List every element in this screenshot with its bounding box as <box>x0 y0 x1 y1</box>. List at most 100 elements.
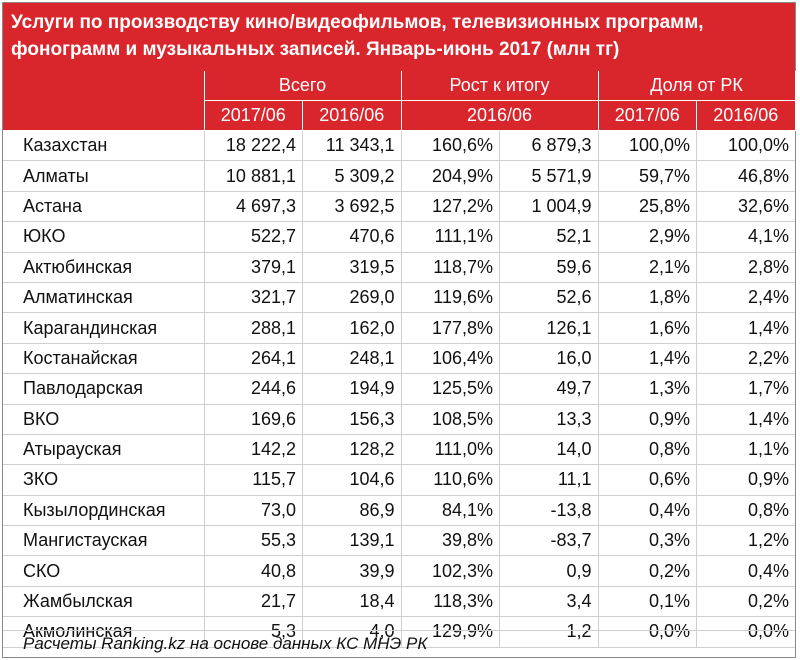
total-2017-cell: 115,7 <box>203 464 303 496</box>
total-2016-cell: 104,6 <box>302 464 402 496</box>
growth-abs-cell: 5 571,9 <box>499 160 599 192</box>
share-2016-cell: 1,2% <box>696 525 796 557</box>
region-name-cell: ЗКО <box>3 464 205 496</box>
share-2017-cell: 1,6% <box>597 312 698 344</box>
total-2016-cell: 248,1 <box>302 342 402 375</box>
share-2016-cell: 2,8% <box>696 251 796 283</box>
total-2016-cell: 319,5 <box>302 251 402 283</box>
share-2017-cell: 0,4% <box>597 494 698 527</box>
header-growth-2016: 2016/06 <box>400 100 599 131</box>
share-2016-cell: 0,9% <box>696 464 796 496</box>
data-table: Всего Рост к итогу Доля от РК 2017/06 20… <box>3 71 796 648</box>
header-row-periods: 2017/06 2016/06 2016/06 2017/06 2016/06 <box>3 100 796 131</box>
growth-abs-cell: 13,3 <box>499 403 599 435</box>
total-2016-cell: 128,2 <box>302 433 402 466</box>
growth-abs-cell: 11,1 <box>499 464 599 496</box>
growth-abs-cell: 6 879,3 <box>499 129 599 162</box>
growth-pct-cell: 111,0% <box>400 433 501 466</box>
growth-pct-cell: 118,7% <box>400 251 501 283</box>
header-row-groups: Всего Рост к итогу Доля от РК <box>3 71 796 131</box>
share-2016-cell: 46,8% <box>696 160 796 192</box>
table-row: СКО 40,8 39,9 102,3% 0,9 0,2% 0,4% <box>3 555 796 587</box>
share-2017-cell: 0,2% <box>597 555 698 587</box>
share-2016-cell: 1,4% <box>696 403 796 435</box>
growth-abs-cell: 1 004,9 <box>499 190 599 223</box>
region-name-cell: ЮКО <box>3 221 205 253</box>
share-2017-cell: 0,0% <box>597 616 698 648</box>
total-2017-cell: 288,1 <box>203 312 303 344</box>
region-name-cell: Актюбинская <box>3 251 205 283</box>
share-2017-cell: 59,7% <box>597 160 698 192</box>
table-row: Павлодарская 244,6 194,9 125,5% 49,7 1,3% 1,7% <box>3 373 796 405</box>
growth-pct-cell: 106,4% <box>400 342 501 375</box>
total-2016-cell: 4,0 <box>302 616 402 648</box>
growth-abs-cell: 14,0 <box>499 433 599 466</box>
share-2016-cell: 100,0% <box>696 129 796 162</box>
growth-abs-cell: -13,8 <box>499 494 599 527</box>
growth-abs-cell: 126,1 <box>499 312 599 344</box>
region-name-cell: Акмолинская <box>3 616 205 648</box>
header-group-total: Всего <box>203 71 402 101</box>
total-2016-cell: 3 692,5 <box>302 190 402 223</box>
total-2017-cell: 21,7 <box>203 585 303 618</box>
total-2017-cell: 10 881,1 <box>203 160 303 192</box>
share-2017-cell: 0,8% <box>597 433 698 466</box>
share-2016-cell: 1,1% <box>696 433 796 466</box>
share-2016-cell: 32,6% <box>696 190 796 223</box>
header-share-2017: 2017/06 <box>597 100 698 131</box>
total-2017-cell: 379,1 <box>203 251 303 283</box>
growth-abs-cell: 52,6 <box>499 281 599 314</box>
share-2017-cell: 25,8% <box>597 190 698 223</box>
table-row: Карагандинская 288,1 162,0 177,8% 126,1 1,6% 1… <box>3 312 796 344</box>
share-2016-cell: 0,0% <box>696 616 796 648</box>
region-name-cell: Алматы <box>3 160 205 192</box>
share-2016-cell: 0,2% <box>696 585 796 618</box>
total-2016-cell: 39,9 <box>302 555 402 587</box>
total-2017-cell: 55,3 <box>203 525 303 557</box>
total-2016-cell: 470,6 <box>302 221 402 253</box>
growth-abs-cell: 16,0 <box>499 342 599 375</box>
share-2016-cell: 0,4% <box>696 555 796 587</box>
share-2017-cell: 0,1% <box>597 585 698 618</box>
total-2016-cell: 156,3 <box>302 403 402 435</box>
share-2017-cell: 2,1% <box>597 251 698 283</box>
region-name-cell: Алматинская <box>3 281 205 314</box>
growth-abs-cell: 49,7 <box>499 373 599 405</box>
total-2017-cell: 321,7 <box>203 281 303 314</box>
growth-abs-cell: 52,1 <box>499 221 599 253</box>
table-row: Астана 4 697,3 3 692,5 127,2% 1 004,9 25,8% 32… <box>3 190 796 223</box>
growth-abs-cell: 0,9 <box>499 555 599 587</box>
growth-pct-cell: 118,3% <box>400 585 501 618</box>
total-2016-cell: 11 343,1 <box>302 129 402 162</box>
total-2016-cell: 269,0 <box>302 281 402 314</box>
region-name-cell: Павлодарская <box>3 373 205 405</box>
table-row: ЗКО 115,7 104,6 110,6% 11,1 0,6% 0,9% <box>3 464 796 496</box>
total-2017-cell: 169,6 <box>203 403 303 435</box>
total-2017-cell: 18 222,4 <box>203 129 303 162</box>
table-row: Казахстан 18 222,4 11 343,1 160,6% 6 879,3 10… <box>3 129 796 162</box>
growth-pct-cell: 129,9% <box>400 616 501 648</box>
table-row: Мангистауская 55,3 139,1 39,8% -83,7 0,3% 1,2% <box>3 525 796 557</box>
table-row: Атырауская 142,2 128,2 111,0% 14,0 0,8% 1,1% <box>3 433 796 466</box>
total-2017-cell: 244,6 <box>203 373 303 405</box>
total-2016-cell: 5 309,2 <box>302 160 402 192</box>
header-total-2017: 2017/06 <box>203 100 303 131</box>
growth-pct-cell: 160,6% <box>400 129 501 162</box>
growth-pct-cell: 110,6% <box>400 464 501 496</box>
share-2016-cell: 2,2% <box>696 342 796 375</box>
header-total-2016: 2016/06 <box>302 100 402 131</box>
source-note: Расчеты Ranking.kz на основе данных КС М… <box>3 630 795 657</box>
share-2016-cell: 2,4% <box>696 281 796 314</box>
growth-pct-cell: 119,6% <box>400 281 501 314</box>
total-2016-cell: 86,9 <box>302 494 402 527</box>
header-share-2016: 2016/06 <box>696 100 796 131</box>
growth-pct-cell: 111,1% <box>400 221 501 253</box>
total-2017-cell: 73,0 <box>203 494 303 527</box>
total-2017-cell: 40,8 <box>203 555 303 587</box>
growth-pct-cell: 84,1% <box>400 494 501 527</box>
total-2017-cell: 522,7 <box>203 221 303 253</box>
region-name-cell: Астана <box>3 190 205 223</box>
total-2016-cell: 162,0 <box>302 312 402 344</box>
growth-abs-cell: 3,4 <box>499 585 599 618</box>
